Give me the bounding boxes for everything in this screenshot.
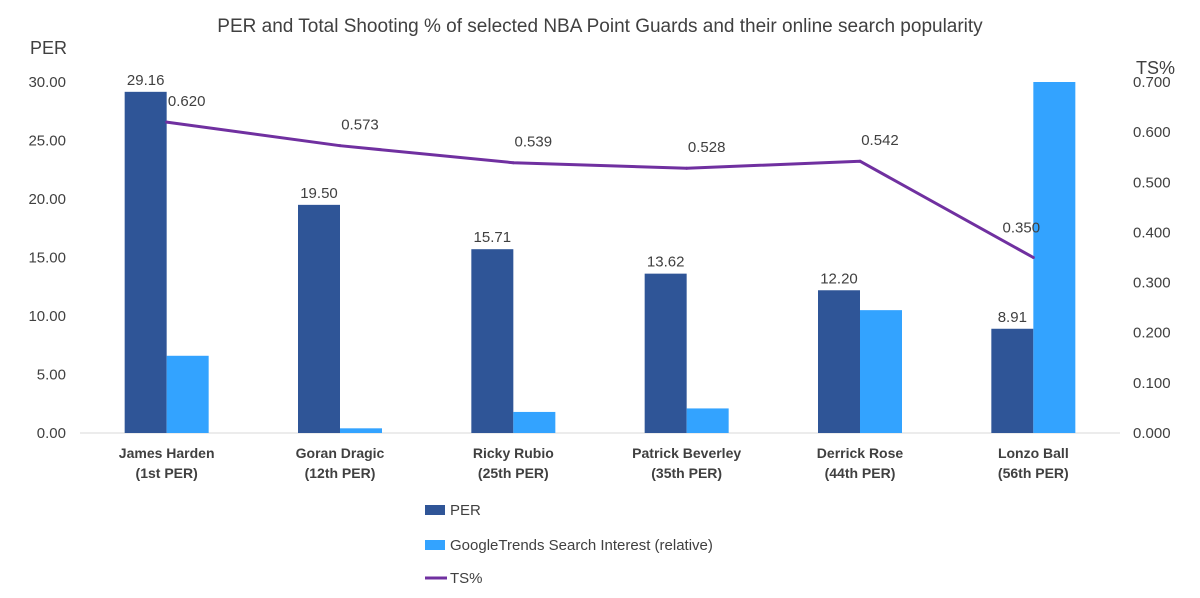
bar-data-label: 29.16 (127, 72, 165, 89)
bar-search-interest (1033, 82, 1076, 433)
ts-data-label: 0.573 (341, 117, 379, 134)
right-tick-label: 0.400 (1133, 224, 1171, 241)
right-axis-title: TS% (1136, 58, 1175, 78)
bar-search-interest (166, 355, 209, 433)
left-tick-label: 30.00 (28, 74, 66, 91)
category-label: Patrick Beverley (632, 445, 741, 461)
right-tick-label: 0.300 (1133, 275, 1171, 292)
bar-search-interest (513, 411, 556, 433)
left-axis-ticks: 0.00 5.00 10.00 15.00 20.00 25.00 30.00 (28, 74, 66, 442)
legend-label: TS% (450, 570, 483, 587)
bar-search-interest (340, 428, 382, 433)
right-tick-label: 0.000 (1133, 425, 1171, 442)
category-label: James Harden (119, 445, 215, 461)
right-tick-label: 0.600 (1133, 124, 1171, 141)
category-label: (56th PER) (998, 465, 1069, 481)
ts-data-label: 0.350 (1003, 220, 1041, 237)
ts-line (166, 120, 1035, 259)
ts-data-label: 0.539 (515, 134, 553, 151)
left-tick-label: 0.00 (37, 425, 66, 442)
category-label: (12th PER) (305, 465, 376, 481)
bar-search-interest (686, 408, 729, 433)
ts-data-label: 0.620 (168, 93, 206, 110)
legend-swatch (425, 540, 445, 550)
left-tick-label: 15.00 (28, 250, 66, 267)
bar-per (818, 290, 860, 433)
ts-data-label: 0.542 (861, 132, 899, 149)
bar-data-label: 8.91 (998, 309, 1027, 326)
right-axis-ticks: 0.000 0.100 0.200 0.300 0.400 0.500 0.600 0.700 (1133, 74, 1171, 442)
category-label: (35th PER) (651, 465, 722, 481)
right-tick-label: 0.500 (1133, 174, 1171, 191)
category-label: Goran Dragic (296, 445, 385, 461)
ts-point (338, 144, 342, 148)
line-series (165, 120, 1035, 259)
ts-point (858, 159, 862, 163)
ts-point (1031, 256, 1035, 259)
ts-point (165, 120, 169, 124)
chart-title: PER and Total Shooting % of selected NBA… (217, 16, 983, 37)
category-label: Ricky Rubio (473, 445, 554, 461)
legend-label: PER (450, 502, 481, 519)
category-labels: James Harden (1st PER) Goran Dragic (12th P… (119, 445, 1069, 481)
left-tick-label: 5.00 (37, 367, 66, 384)
bar-data-label: 19.50 (300, 185, 338, 202)
bar-per (124, 91, 167, 433)
bar-per (991, 328, 1034, 433)
category-label: Derrick Rose (817, 445, 904, 461)
bar-per (298, 204, 340, 433)
data-labels: 29.16 19.50 15.71 13.62 12.20 8.91 0.620 0.573 0… (127, 72, 1040, 326)
ts-point (685, 166, 689, 170)
legend-label: GoogleTrends Search Interest (relative) (450, 537, 713, 554)
bar-per (644, 273, 687, 433)
ts-data-label: 0.528 (688, 139, 726, 156)
bar-search-interest (860, 310, 902, 433)
bar-data-label: 15.71 (474, 229, 512, 246)
right-tick-label: 0.200 (1133, 325, 1171, 342)
legend: PER GoogleTrends Search Interest (relativ… (425, 502, 713, 587)
bar-data-label: 12.20 (820, 270, 858, 287)
right-tick-label: 0.100 (1133, 375, 1171, 392)
left-axis-title: PER (30, 38, 67, 58)
left-tick-label: 20.00 (28, 191, 66, 208)
category-label: (25th PER) (478, 465, 549, 481)
left-tick-label: 10.00 (28, 308, 66, 325)
category-label: Lonzo Ball (998, 445, 1069, 461)
ts-point (511, 161, 515, 165)
category-label: (44th PER) (825, 465, 896, 481)
bar-series (124, 82, 1076, 433)
left-tick-label: 25.00 (28, 133, 66, 150)
bar-data-label: 13.62 (647, 254, 685, 271)
legend-swatch (425, 505, 445, 515)
bar-per (471, 249, 514, 433)
right-tick-label: 0.700 (1133, 74, 1171, 91)
category-label: (1st PER) (136, 465, 198, 481)
